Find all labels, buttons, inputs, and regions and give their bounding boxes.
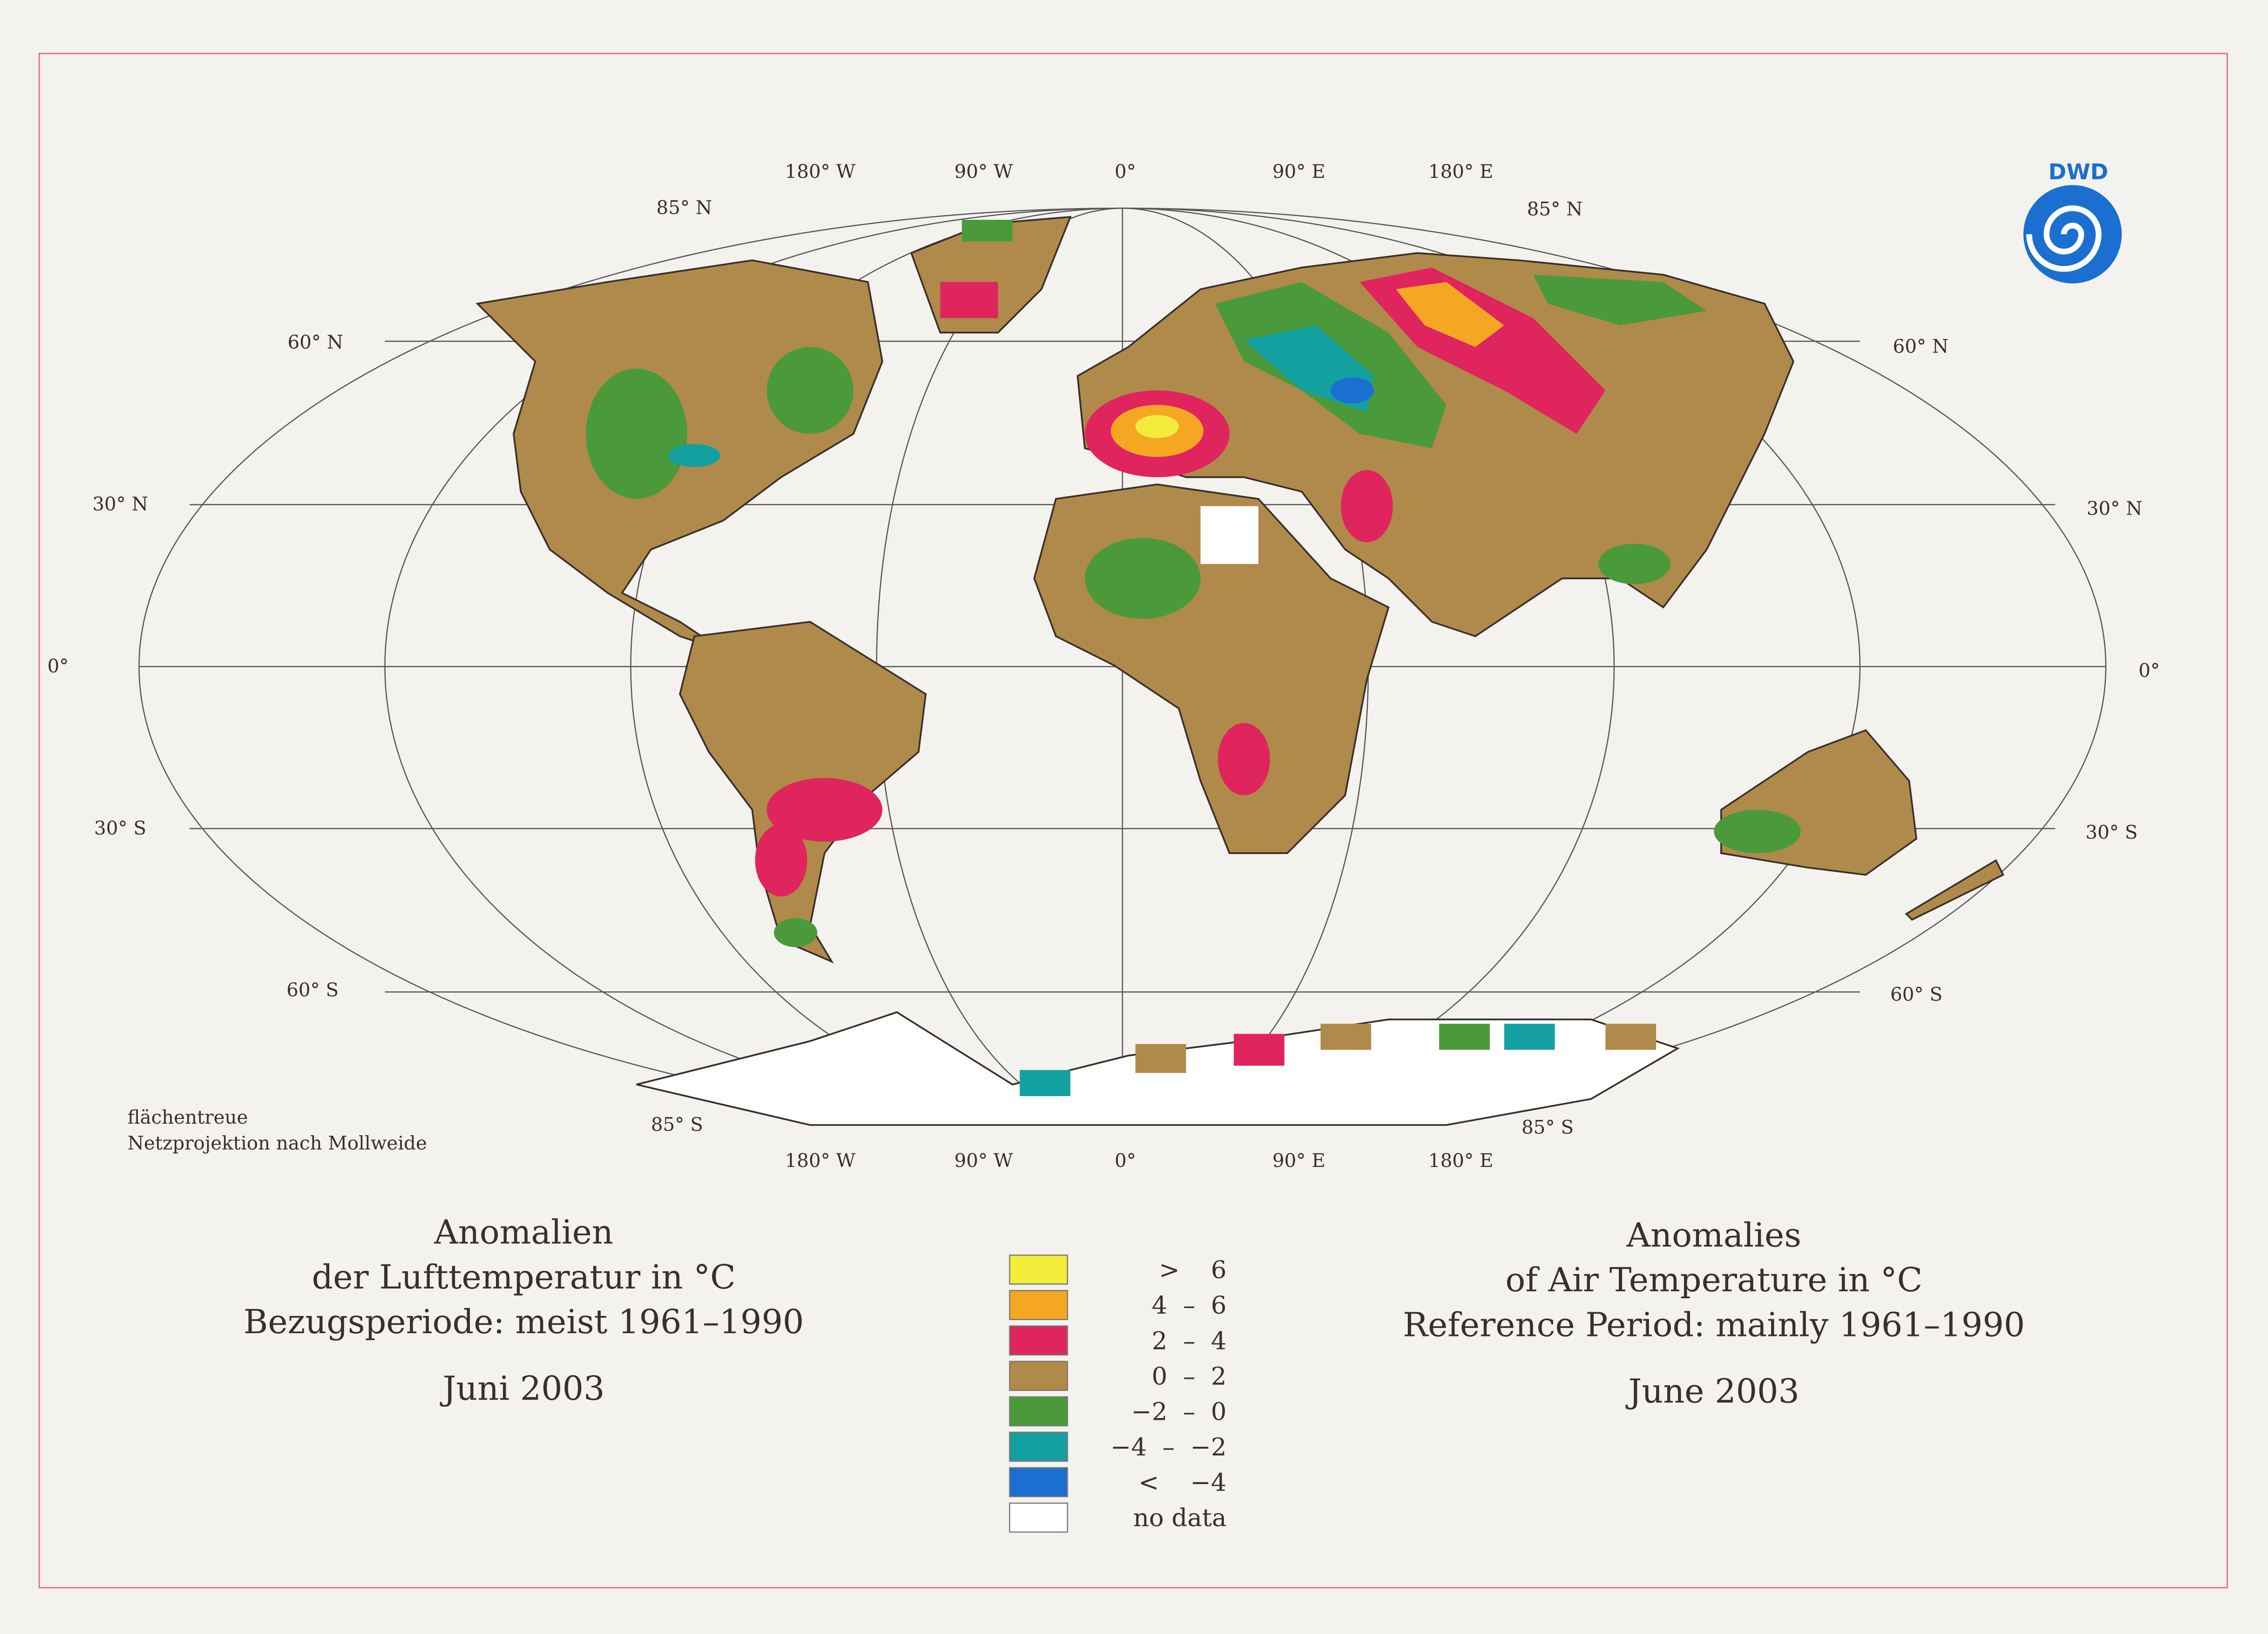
projection-note: Netzprojektion nach Mollweide — [128, 1132, 427, 1154]
title-de: Juni 2003 — [440, 1369, 605, 1408]
legend-label: > 6 — [1159, 1256, 1227, 1284]
legend-label: −4 – −2 — [1111, 1433, 1227, 1461]
latitude-label: 30° N — [2087, 497, 2143, 519]
legend-swatch — [1009, 1396, 1068, 1427]
latitude-label: 85° N — [656, 197, 712, 219]
patch — [1331, 377, 1374, 404]
logo: DWD — [2023, 159, 2122, 284]
longitude-label: 90° E — [1272, 1150, 1325, 1172]
legend-label: no data — [1133, 1504, 1226, 1532]
patch — [1439, 1024, 1490, 1050]
latitude-label: 60° N — [1893, 336, 1949, 358]
latitude-label: 60° S — [1890, 983, 1942, 1005]
legend-swatch — [1009, 1254, 1068, 1285]
legend-label: 4 – 6 — [1152, 1291, 1227, 1320]
logo-text: DWD — [2048, 159, 2108, 184]
titles: Anomalien der Lufttemperatur in °C Bezugsp… — [244, 1213, 2025, 1411]
patch — [1714, 809, 1801, 854]
latitude-label: 30° N — [92, 493, 148, 515]
legend-swatch — [1009, 1467, 1068, 1498]
longitude-label: 180° W — [785, 1150, 856, 1172]
patch — [755, 824, 808, 897]
legend-swatch — [1009, 1325, 1068, 1356]
title-en: June 2003 — [1626, 1372, 1799, 1410]
title-en: of Air Temperature in °C — [1505, 1261, 1922, 1299]
logo-mark — [2023, 185, 2122, 284]
patch — [1598, 543, 1671, 584]
longitude-label: 90° W — [954, 161, 1013, 183]
legend-label: 2 – 4 — [1152, 1327, 1227, 1355]
patch — [962, 220, 1013, 242]
latitude-label: 60° N — [288, 331, 344, 353]
longitude-label: 90° E — [1272, 161, 1325, 183]
title-de: Bezugsperiode: meist 1961–1990 — [244, 1302, 804, 1341]
patch — [586, 368, 687, 499]
patch — [668, 444, 720, 468]
legend-label: < −4 — [1139, 1469, 1227, 1497]
latitude-label: 0° — [48, 655, 69, 677]
longitude-label: 180° E — [1428, 1150, 1494, 1172]
frame — [38, 53, 2228, 1589]
legend-swatch — [1009, 1431, 1068, 1462]
patch — [1218, 723, 1270, 795]
latitude-label: 85° S — [1521, 1117, 1574, 1139]
patch — [1320, 1024, 1372, 1050]
longitude-label: 0° — [1114, 161, 1136, 183]
title-de: der Lufttemperatur in °C — [312, 1258, 736, 1296]
projection-note: flächentreue — [128, 1106, 248, 1128]
patch — [1135, 1044, 1186, 1073]
latitude-label: 30° S — [2085, 821, 2138, 843]
patch — [1085, 538, 1201, 619]
patch — [1605, 1024, 1657, 1050]
longitude-label: 0° — [1114, 1150, 1136, 1172]
patch — [940, 282, 998, 319]
latitude-label: 30° S — [94, 817, 146, 839]
legend-swatch — [1009, 1290, 1068, 1320]
patch — [1200, 506, 1259, 564]
latitude-label: 85° N — [1527, 198, 1583, 220]
patch — [1504, 1024, 1555, 1050]
longitude-label: 180° W — [785, 161, 856, 183]
continents — [475, 216, 2004, 1126]
patch — [1234, 1034, 1284, 1066]
new-zealand — [1905, 859, 2004, 921]
longitude-label: 180° E — [1428, 161, 1494, 183]
latitude-label: 0° — [2139, 659, 2160, 681]
latitude-label: 60° S — [286, 979, 339, 1001]
legend-swatch — [1009, 1502, 1068, 1533]
legend: > 6 4 – 6 2 – 4 0 – 2 −2 – 0 −4 – −2 < −4 no da… — [1009, 1254, 1227, 1533]
patch — [1341, 470, 1393, 542]
title-en: Reference Period: mainly 1961–1990 — [1403, 1305, 2025, 1344]
patch — [1396, 282, 1504, 347]
patch — [774, 918, 817, 947]
title-en: Anomalies — [1626, 1216, 1801, 1254]
title-de: Anomalien — [434, 1213, 613, 1252]
logo-spiral — [2026, 205, 2102, 272]
coordinate-labels: 180° W 90° W 0° 90° E 180° E 180° W 90° W 0° 90°… — [48, 161, 2160, 1172]
latitude-label: 85° S — [651, 1113, 703, 1135]
patch — [767, 347, 854, 434]
patch — [767, 778, 883, 842]
longitude-label: 90° W — [954, 1150, 1013, 1172]
legend-swatch — [1009, 1361, 1068, 1391]
patch — [1135, 415, 1179, 438]
patch — [1019, 1070, 1071, 1096]
patch — [1533, 275, 1707, 325]
legend-label: −2 – 0 — [1131, 1397, 1227, 1426]
legend-label: 0 – 2 — [1152, 1362, 1227, 1390]
